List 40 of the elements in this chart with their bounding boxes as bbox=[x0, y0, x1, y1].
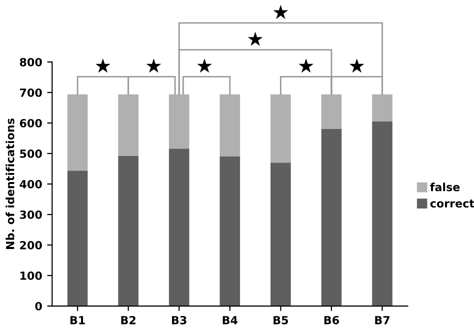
text: ★ bbox=[273, 4, 288, 19]
y-tick-label: 800 bbox=[20, 58, 42, 66]
bar bbox=[321, 128, 342, 306]
text: ★ bbox=[248, 32, 263, 46]
bar bbox=[270, 94, 291, 163]
bar bbox=[168, 94, 190, 149]
bar bbox=[118, 94, 138, 156]
y-tick-label: 200 bbox=[20, 240, 42, 250]
bar bbox=[118, 156, 138, 306]
y-tick-label: 300 bbox=[20, 210, 42, 219]
bar bbox=[321, 94, 342, 129]
x-tick-label: B7 bbox=[375, 316, 390, 324]
x-tick-label: B4 bbox=[222, 316, 238, 324]
x-tick-label: B3 bbox=[172, 316, 186, 324]
annotation: ★ bbox=[349, 58, 364, 73]
annotation: ★ bbox=[146, 58, 162, 73]
y-tick-label: 400 bbox=[20, 180, 42, 188]
x-tick-label: B5 bbox=[274, 316, 288, 324]
annotation: ★ bbox=[197, 58, 212, 73]
bar bbox=[67, 170, 88, 306]
bar bbox=[220, 156, 240, 306]
bar bbox=[168, 148, 190, 306]
bar bbox=[67, 94, 88, 171]
y-tick-label: 700 bbox=[20, 88, 42, 97]
bar bbox=[270, 162, 291, 306]
x-tick-label: B2 bbox=[121, 316, 136, 324]
bar bbox=[372, 94, 392, 122]
x-tick-label: B1 bbox=[70, 316, 85, 324]
legend-label: false bbox=[430, 182, 460, 192]
legend-label: correct bbox=[430, 200, 474, 208]
annotation: ★ bbox=[95, 58, 110, 73]
bar bbox=[220, 94, 240, 157]
y-tick-label: 600 bbox=[20, 118, 42, 128]
y-axis-title: Nb. of identifications bbox=[6, 118, 14, 249]
bar bbox=[372, 121, 392, 306]
x-tick-label: B6 bbox=[324, 316, 339, 324]
y-tick-label: 100 bbox=[20, 271, 42, 280]
annotation: ★ bbox=[298, 58, 314, 73]
y-tick-label: 500 bbox=[20, 149, 42, 158]
y-tick-label: 0 bbox=[35, 302, 42, 310]
